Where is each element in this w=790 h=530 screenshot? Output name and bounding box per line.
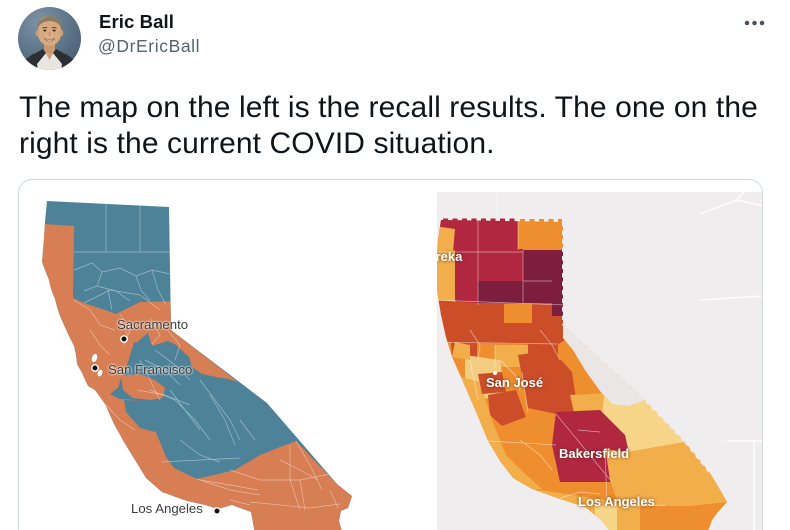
svg-text:Bakersfield: Bakersfield bbox=[559, 446, 629, 461]
svg-text:San Francisco: San Francisco bbox=[108, 362, 192, 377]
svg-text:San José: San José bbox=[486, 375, 543, 390]
svg-text:Los Angeles: Los Angeles bbox=[131, 501, 203, 516]
svg-text:Eureka: Eureka bbox=[419, 249, 463, 264]
svg-text:Sacramento: Sacramento bbox=[117, 317, 188, 332]
svg-text:Los Angeles: Los Angeles bbox=[578, 494, 655, 509]
